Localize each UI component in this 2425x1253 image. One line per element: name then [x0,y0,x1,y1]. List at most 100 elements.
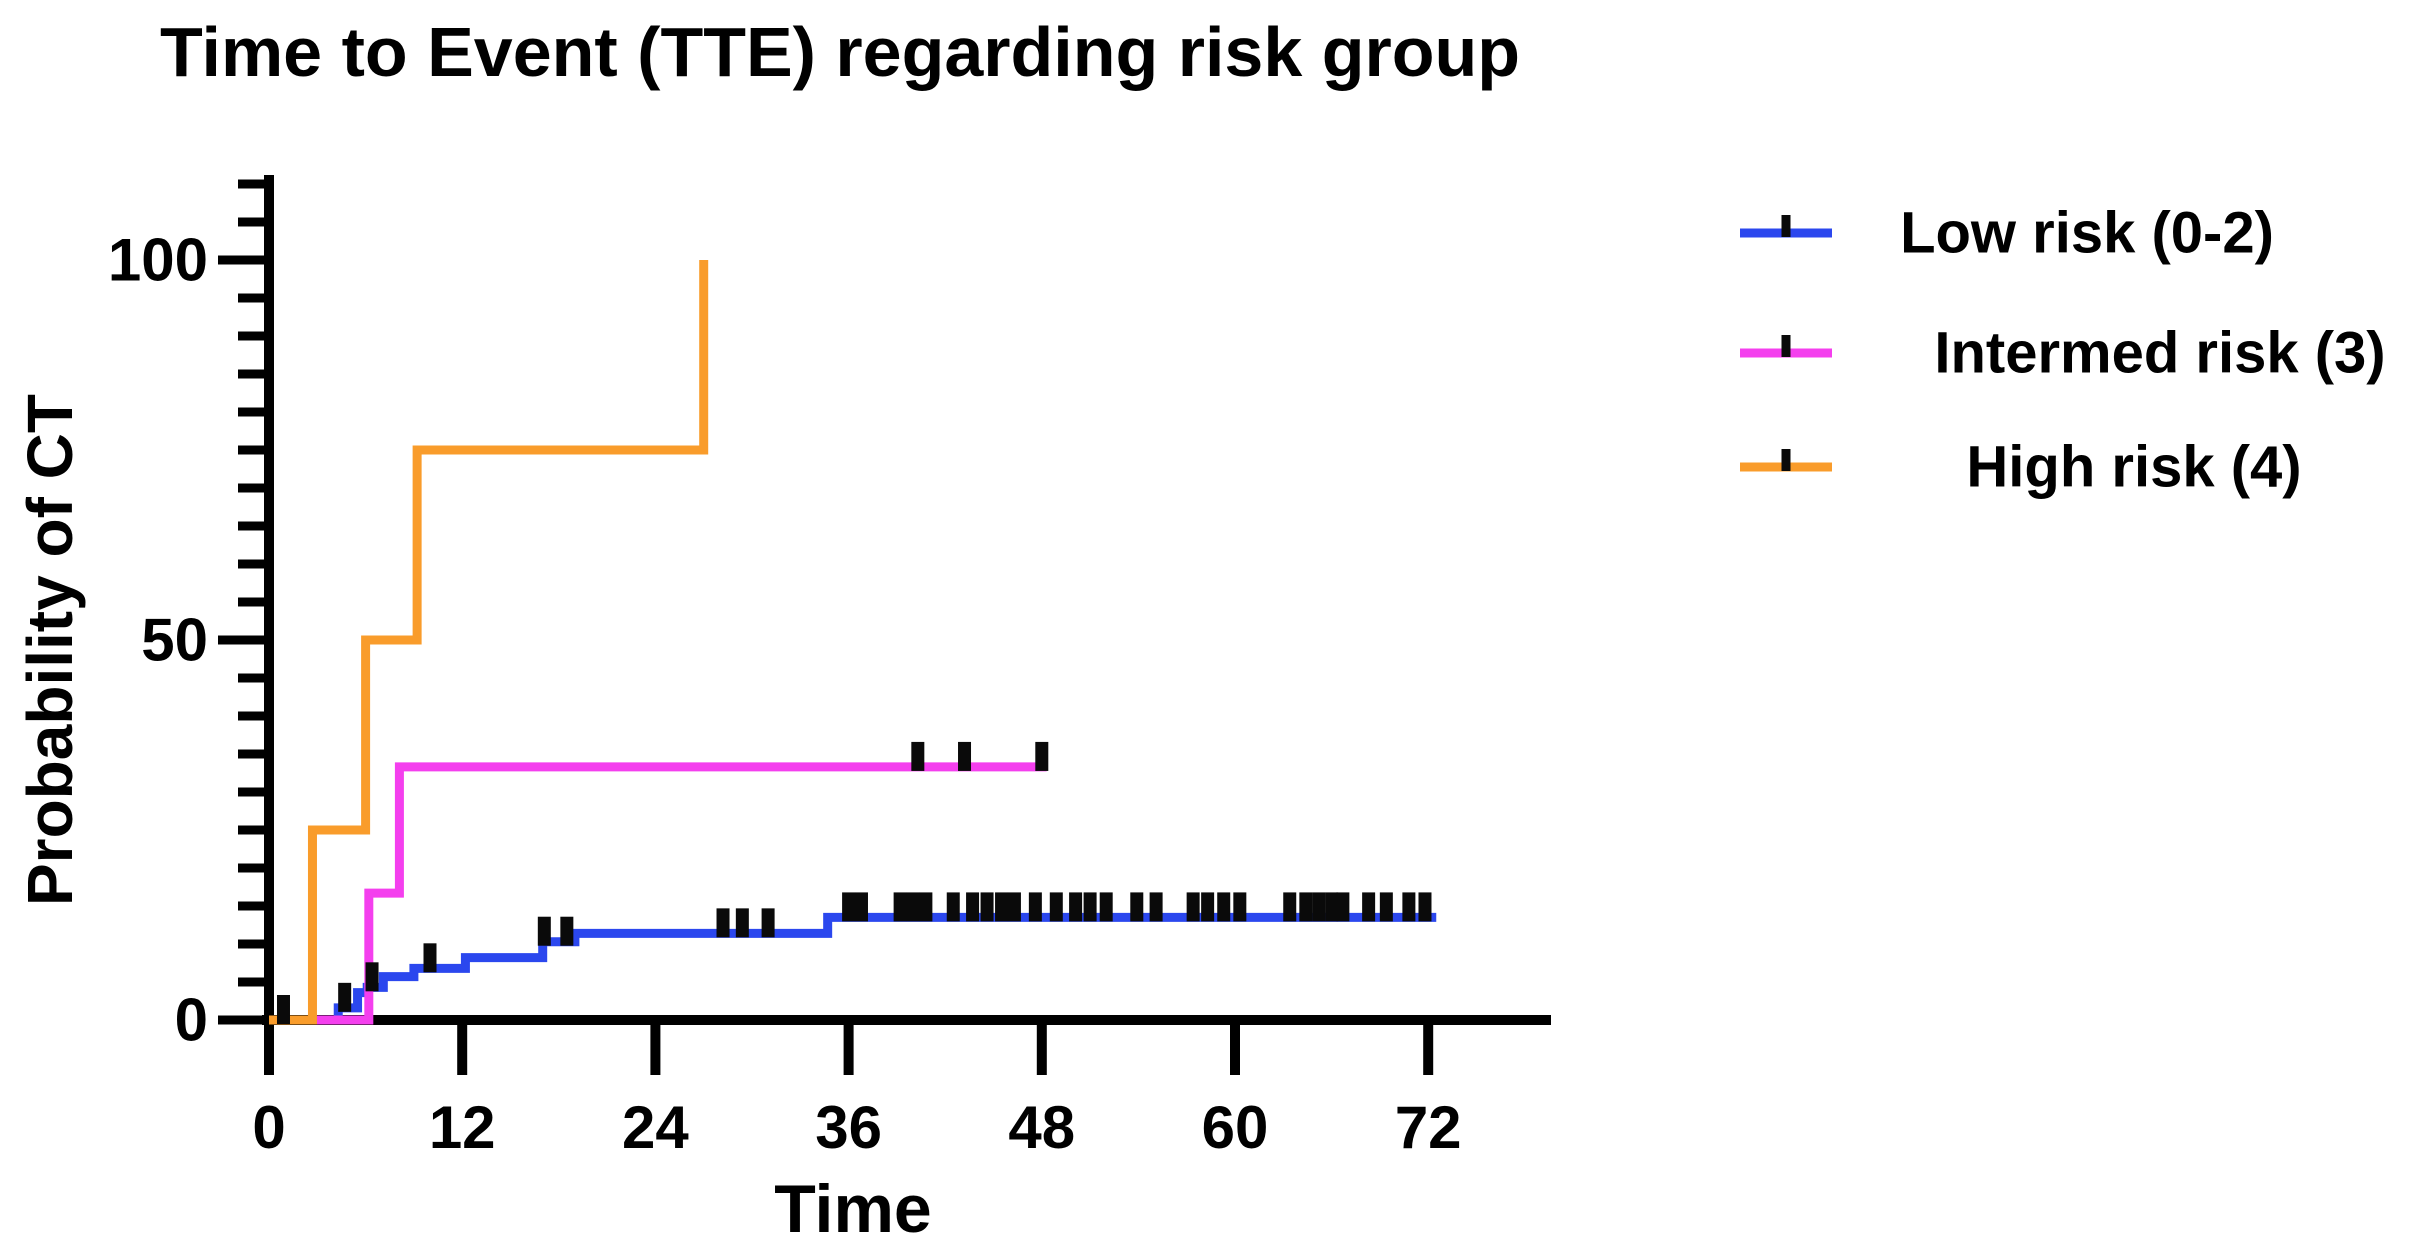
censor-tick [1007,892,1021,922]
censor-tick [1149,892,1163,922]
censor-tick [276,995,290,1024]
x-tick-label: 72 [1395,1094,1462,1161]
censor-tick [423,943,437,973]
y-minor-tick [238,901,264,911]
x-tick-label: 60 [1202,1094,1269,1161]
x-major-tick [650,1025,661,1075]
censor-tick [1312,892,1326,922]
y-major-tick [218,1015,264,1025]
y-minor-tick [238,217,264,227]
censor-tick [1217,892,1231,922]
y-tick-label: 50 [141,607,208,674]
censor-tick [893,892,907,922]
censor-tick [537,916,551,946]
censor-tick [946,892,960,922]
censor-tick [1099,892,1113,922]
legend-label: Low risk (0-2) [1900,201,2274,266]
censor-tick [338,982,352,1012]
censor-tick [1402,892,1416,922]
survival-curve-low-risk-0-2 [269,912,1437,1025]
censor-tick [1069,892,1083,922]
y-minor-tick [238,939,264,949]
censor-tick [735,908,749,938]
censor-tick [560,916,574,946]
y-minor-tick [238,673,264,683]
legend-censor-tick-icon [1781,215,1791,237]
censor-tick [1083,892,1097,922]
survival-curve-intermed-risk-3 [269,762,1047,1025]
y-minor-tick [238,787,264,797]
censor-tick [1049,892,1063,922]
censor-tick [1233,892,1247,922]
y-tick-label: 100 [108,227,208,294]
legend-censor-tick-icon [1781,335,1791,357]
x-tick-label: 0 [252,1094,285,1161]
censor-tick [1325,892,1339,922]
y-minor-tick [238,407,264,417]
x-tick-label: 48 [1008,1094,1075,1161]
censor-tick [919,892,933,922]
y-minor-tick [238,179,264,189]
y-minor-tick [238,369,264,379]
series-lines [269,260,1437,1025]
censor-tick [1201,892,1215,922]
y-major-tick [218,255,264,265]
censor-tick [995,892,1009,922]
x-axis: 0 12 24 36 48 60 72 [252,1015,1551,1161]
legend: Low risk (0-2) Intermed risk (3) High risk… [1740,201,2386,500]
y-minor-tick [238,559,264,569]
x-major-tick [264,1025,274,1075]
y-minor-tick [238,445,264,455]
legend-label: High risk (4) [1966,435,2301,500]
y-minor-tick [238,863,264,873]
x-tick-label: 36 [815,1094,882,1161]
y-axis: 0 50 100 [108,175,274,1054]
censor-tick [761,908,775,938]
censor-tick [1130,892,1144,922]
censor-tick [1418,892,1432,922]
censor-tick [958,741,972,771]
censor-tick [365,962,379,992]
x-axis-line [262,1015,1551,1025]
y-axis-label: Probability of CT [14,394,86,906]
censor-tick [1035,741,1049,771]
legend-censor-tick-icon [1781,449,1791,471]
survival-curve-high-risk-4 [269,260,709,1025]
x-major-tick [1230,1025,1240,1075]
chart-title: Time to Event (TTE) regarding risk group [160,13,1520,91]
x-major-tick [457,1025,468,1075]
censor-tick [1283,892,1297,922]
censor-tick [1028,892,1042,922]
x-major-tick [843,1025,854,1075]
censor-tick [1336,892,1350,922]
censor-tick [1186,892,1200,922]
censor-tick [911,741,925,771]
censor-marks [276,741,1432,1024]
y-minor-tick [238,825,264,835]
y-minor-tick [238,749,264,759]
censor-tick [1362,892,1376,922]
y-tick-label: 0 [175,987,208,1054]
y-minor-tick [238,711,264,721]
x-major-tick [1423,1025,1434,1075]
legend-label: Intermed risk (3) [1934,321,2385,386]
censor-tick [854,892,868,922]
y-minor-tick [238,597,264,607]
censor-tick [980,892,994,922]
censor-tick [842,892,856,922]
x-major-tick [1036,1025,1047,1075]
y-major-tick [218,635,264,645]
x-tick-label: 24 [622,1094,689,1161]
x-tick-label: 12 [429,1094,496,1161]
censor-tick [716,908,730,938]
y-minor-tick [238,483,264,493]
censor-tick [906,892,920,922]
censor-tick [966,892,980,922]
y-minor-tick [238,977,264,987]
censor-tick [1299,892,1313,922]
y-axis-line [264,175,274,1025]
x-axis-label: Time [774,1171,931,1247]
y-minor-tick [238,331,264,341]
